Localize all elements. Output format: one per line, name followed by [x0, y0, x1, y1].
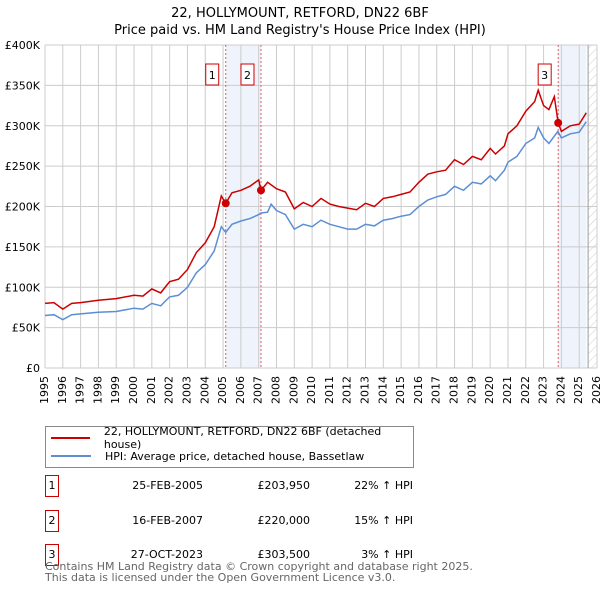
legend-label: HPI: Average price, detached house, Bass… — [105, 449, 365, 463]
x-tick-label: 1998 — [91, 376, 104, 404]
y-tick-label: £400K — [5, 39, 41, 52]
x-tick-label: 1995 — [38, 376, 51, 404]
y-tick-label: £0 — [26, 362, 40, 375]
x-tick-label: 1996 — [56, 376, 69, 404]
x-tick-label: 2013 — [359, 376, 372, 404]
y-tick-label: £300K — [5, 120, 41, 133]
y-tick-label: £200K — [5, 201, 41, 214]
footer-licence: This data is licensed under the Open Gov… — [45, 571, 396, 584]
footer-copyright: Contains HM Land Registry data © Crown c… — [45, 560, 473, 573]
sale-label: 1 — [209, 69, 216, 82]
x-tick-label: 2006 — [234, 376, 247, 404]
y-tick-label: £100K — [5, 281, 41, 294]
chart-title: 22, HOLLYMOUNT, RETFORD, DN22 6BF — [171, 6, 429, 21]
x-tick-label: 2025 — [572, 376, 585, 404]
legend-item-hpi: HPI: Average price, detached house, Bass… — [51, 448, 364, 464]
x-tick-label: 2022 — [519, 376, 532, 404]
x-tick-label: 2008 — [269, 376, 282, 404]
chart-subtitle: Price paid vs. HM Land Registry's House … — [114, 23, 486, 38]
x-tick-label: 2021 — [501, 376, 514, 404]
transaction-marker: 1 — [45, 475, 59, 497]
legend-swatch — [51, 437, 90, 439]
transaction-row: 2 16-FEB-2007 £220,000 15% ↑ HPI — [45, 510, 445, 532]
x-tick-label: 2003 — [180, 376, 193, 404]
y-tick-label: £50K — [12, 322, 41, 335]
transaction-row: 3 27-OCT-2023 £303,500 3% ↑ HPI — [45, 544, 445, 566]
transaction-date: 27-OCT-2023 — [130, 548, 203, 561]
x-tick-label: 2016 — [412, 376, 425, 404]
x-tick-label: 1999 — [109, 376, 122, 404]
transaction-price: £220,000 — [257, 514, 311, 527]
x-tick-label: 2004 — [198, 376, 211, 404]
x-tick-label: 2010 — [305, 376, 318, 404]
sale-label: 2 — [244, 69, 251, 82]
x-tick-label: 2009 — [287, 376, 300, 404]
x-tick-label: 2014 — [376, 376, 389, 404]
x-tick-label: 2017 — [430, 376, 443, 404]
x-tick-label: 2002 — [163, 376, 176, 404]
x-tick-label: 2023 — [537, 376, 550, 404]
transaction-date: 25-FEB-2005 — [132, 479, 203, 492]
x-tick-label: 2012 — [341, 376, 354, 404]
x-tick-label: 2007 — [252, 376, 265, 404]
legend-item-property: 22, HOLLYMOUNT, RETFORD, DN22 6BF (detac… — [51, 425, 413, 451]
sale-point — [256, 186, 265, 195]
legend: 22, HOLLYMOUNT, RETFORD, DN22 6BF (detac… — [45, 425, 414, 468]
sale-point — [221, 199, 230, 208]
x-tick-label: 2026 — [590, 376, 600, 404]
sale-label: 3 — [541, 69, 548, 82]
transaction-hpi: 15% ↑ HPI — [354, 514, 413, 527]
y-tick-label: £150K — [5, 241, 41, 254]
price-chart: 1995 1996 1997 1998 1999 2000 2001 2002 2003 2004… — [5, 39, 600, 404]
sale-label-box — [205, 63, 220, 86]
sale-point — [554, 118, 563, 127]
transaction-row: 1 25-FEB-2005 £203,950 22% ↑ HPI — [45, 475, 445, 497]
transaction-date: 16-FEB-2007 — [132, 514, 203, 527]
x-tick-label: 2011 — [323, 376, 336, 404]
transaction-price: £203,950 — [257, 479, 311, 492]
transaction-price: £303,500 — [257, 548, 311, 561]
x-tick-label: 2000 — [127, 376, 140, 404]
x-tick-label: 2001 — [145, 376, 158, 404]
transaction-marker: 2 — [45, 510, 59, 532]
x-tick-label: 1997 — [74, 376, 87, 404]
x-tick-label: 2015 — [394, 376, 407, 404]
x-tick-label: 2020 — [483, 376, 496, 404]
x-tick-label: 2005 — [216, 376, 229, 404]
property-price-line — [44, 87, 587, 311]
x-tick-label: 2018 — [448, 376, 461, 404]
legend-swatch — [51, 455, 91, 457]
sale-label-box — [537, 63, 552, 86]
x-tick-label: 2019 — [465, 376, 478, 404]
transaction-marker: 3 — [45, 544, 59, 566]
y-tick-label: £350K — [5, 79, 41, 92]
hpi-line — [44, 121, 587, 321]
y-tick-label: £250K — [5, 160, 41, 173]
transaction-hpi: 22% ↑ HPI — [354, 479, 413, 492]
sale-label-box — [240, 63, 255, 86]
x-tick-label: 2024 — [554, 376, 567, 404]
transaction-hpi: 3% ↑ HPI — [361, 548, 413, 561]
legend-label: 22, HOLLYMOUNT, RETFORD, DN22 6BF (detac… — [103, 425, 382, 451]
